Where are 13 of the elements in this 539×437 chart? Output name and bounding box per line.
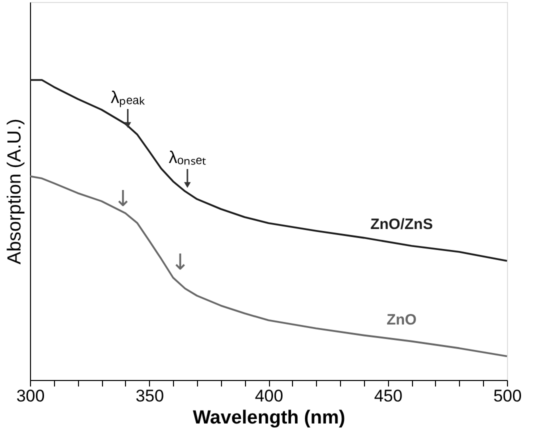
x-tick-label: 400	[254, 386, 284, 406]
series-label: ZnO/ZnS	[370, 216, 433, 233]
series-label: ZnO	[386, 311, 417, 328]
annotation: ↓	[114, 187, 132, 212]
y-axis-title: Absorption (A.U.)	[4, 118, 26, 264]
annotation: λₒₙₛₑₜ	[168, 148, 206, 167]
x-tick-label: 300	[16, 386, 45, 406]
x-axis-title: Wavelength (nm)	[192, 408, 346, 428]
x-tick-label: 350	[136, 386, 164, 406]
x-tick-label: 500	[493, 386, 522, 406]
annotation: ↓	[171, 250, 190, 276]
annotation: λₚₑₐₖ	[110, 88, 145, 108]
x-tick-label: 450	[374, 386, 402, 406]
